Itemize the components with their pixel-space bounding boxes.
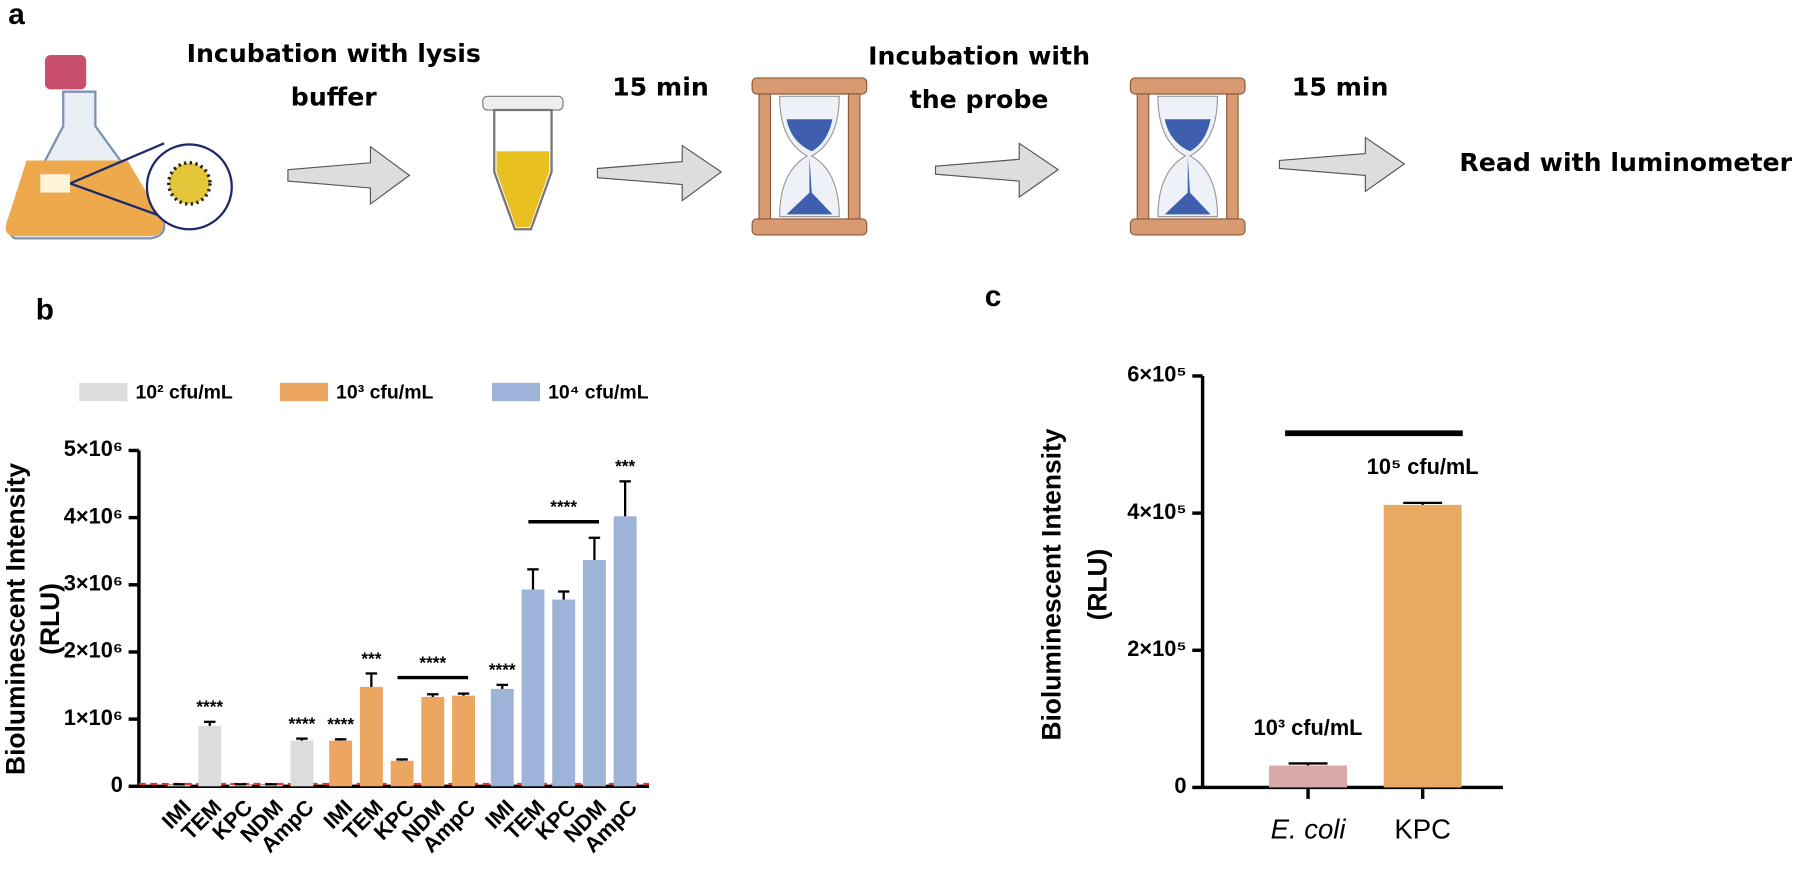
significance: ****	[419, 652, 446, 672]
step-text: Incubation with	[868, 41, 1090, 70]
bar	[490, 688, 514, 787]
bar	[198, 725, 222, 787]
bar	[390, 760, 414, 787]
x-tick-label: KPC	[1394, 813, 1451, 844]
significance: ****	[289, 713, 316, 733]
flask-icon	[5, 55, 233, 240]
legend-label: 10⁴ cfu/mL	[548, 381, 649, 403]
bar	[521, 589, 545, 787]
bar	[359, 686, 383, 787]
y-tick-label: 5×10⁶	[64, 436, 123, 461]
panel-label: c	[985, 280, 1002, 313]
y-tick-label: 4×10⁵	[1127, 499, 1186, 524]
bar	[1269, 765, 1348, 788]
step-text: Read with luminometer	[1459, 148, 1792, 177]
step-text: buffer	[291, 83, 377, 112]
legend-label: 10² cfu/mL	[135, 381, 232, 403]
y-tick-label: 6×10⁵	[1127, 362, 1186, 387]
y-tick-label: 2×10⁶	[64, 638, 123, 663]
panel-label: b	[36, 294, 54, 327]
arrow	[596, 144, 723, 202]
bar	[421, 696, 445, 787]
legend-swatch	[491, 382, 541, 402]
bar	[552, 599, 576, 787]
y-tick-label: 2×10⁵	[1127, 636, 1186, 661]
significance: ***	[615, 456, 635, 476]
y-tick-label: 0	[111, 772, 123, 797]
significance: ****	[550, 497, 577, 517]
tube-icon	[482, 95, 564, 231]
legend-swatch	[79, 382, 128, 402]
bar-label: 10⁵ cfu/mL	[1367, 454, 1479, 479]
significance: ****	[327, 714, 354, 734]
bar	[329, 740, 353, 787]
y-axis-label: (RLU)	[1082, 549, 1112, 621]
bar	[259, 784, 283, 787]
bar-label: 10³ cfu/mL	[1254, 715, 1363, 740]
bar	[167, 784, 191, 787]
bar	[452, 695, 475, 787]
significance: ****	[489, 660, 516, 680]
y-tick-label: 0	[1174, 773, 1186, 798]
y-tick-label: 1×10⁶	[64, 705, 123, 730]
step-text: 15 min	[1292, 72, 1389, 101]
step-text: the probe	[910, 85, 1049, 114]
panel-label: a	[8, 0, 25, 31]
arrow	[287, 145, 411, 206]
bar	[582, 559, 606, 787]
step-text: 15 min	[612, 72, 709, 101]
legend-label: 10³ cfu/mL	[336, 381, 433, 403]
step-text: Incubation with lysis	[187, 39, 481, 68]
bar	[229, 784, 252, 787]
y-tick-label: 4×10⁶	[64, 503, 123, 528]
arrow	[934, 142, 1060, 199]
y-axis-label: Bioluminescent Intensity	[0, 463, 30, 775]
hourglass-icon	[751, 77, 868, 236]
significance: ***	[361, 648, 381, 668]
x-tick-label: E. coli	[1271, 813, 1347, 844]
y-axis-label: Bioluminescent Intensity	[1037, 428, 1067, 740]
y-axis-label: (RLU)	[35, 583, 65, 655]
significance: ****	[196, 697, 223, 717]
bar	[613, 516, 637, 787]
legend-swatch	[279, 382, 329, 402]
hourglass-icon	[1129, 77, 1246, 236]
bar	[1383, 504, 1462, 788]
bar	[290, 740, 314, 787]
y-tick-label: 3×10⁶	[64, 571, 123, 596]
arrow	[1278, 136, 1406, 193]
